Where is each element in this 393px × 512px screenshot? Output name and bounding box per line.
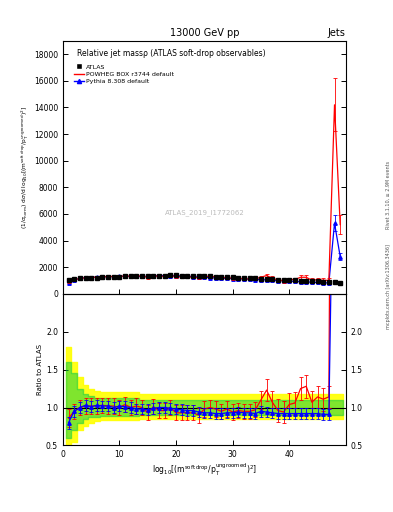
Legend: ATLAS, POWHEG BOX r3744 default, Pythia 8.308 default: ATLAS, POWHEG BOX r3744 default, Pythia … <box>72 62 176 87</box>
Text: Jets: Jets <box>328 28 346 38</box>
Text: Rivet 3.1.10, ≥ 2.9M events: Rivet 3.1.10, ≥ 2.9M events <box>386 160 391 229</box>
Y-axis label: Ratio to ATLAS: Ratio to ATLAS <box>37 344 43 395</box>
Text: Relative jet massρ (ATLAS soft-drop observables): Relative jet massρ (ATLAS soft-drop obse… <box>77 49 266 57</box>
Y-axis label: $(1/\sigma_{\rm norm})$ d$\sigma$/d log$_{10}$[(m$^{\rm soft\,drop}$/p$_{\rm T}^: $(1/\sigma_{\rm norm})$ d$\sigma$/d log$… <box>20 106 31 229</box>
X-axis label: log$_{10}$[(m$^{\rm soft\,drop}$/p$_{\rm T}^{\rm ungroomed})^2$]: log$_{10}$[(m$^{\rm soft\,drop}$/p$_{\rm… <box>152 462 257 478</box>
Text: mcplots.cern.ch [arXiv:1306.3436]: mcplots.cern.ch [arXiv:1306.3436] <box>386 244 391 329</box>
Text: 13000 GeV pp: 13000 GeV pp <box>170 28 239 38</box>
Text: ATLAS_2019_I1772062: ATLAS_2019_I1772062 <box>165 209 244 216</box>
